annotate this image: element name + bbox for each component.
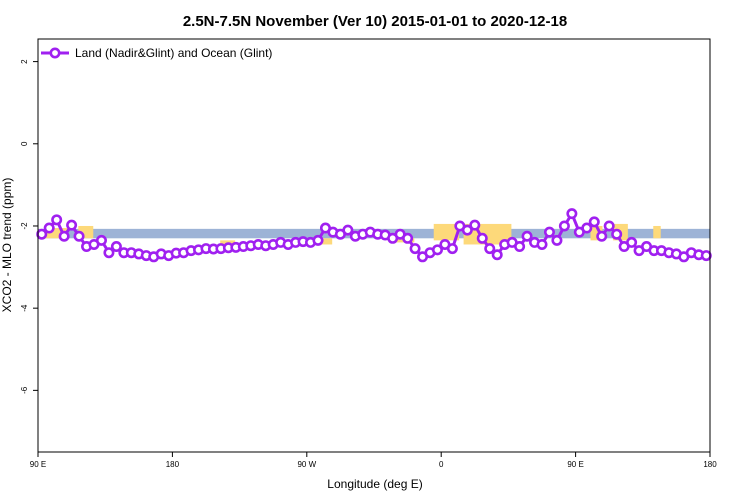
data-point (558, 220, 570, 232)
data-point (514, 241, 526, 253)
data-point (36, 228, 48, 240)
data-point (588, 216, 600, 228)
legend: Land (Nadir&Glint) and Ocean (Glint) (41, 46, 272, 60)
data-point (491, 249, 503, 261)
legend-label: Land (Nadir&Glint) and Ocean (Glint) (75, 46, 272, 60)
data-point (603, 220, 615, 232)
data-point (476, 232, 488, 244)
data-point (700, 250, 712, 262)
data-point (461, 224, 473, 236)
chart-title: 2.5N-7.5N November (Ver 10) 2015-01-01 t… (183, 13, 567, 30)
data-point (551, 234, 563, 246)
data-point (626, 236, 638, 248)
ocean-band-segment (653, 225, 661, 239)
data-point (110, 241, 122, 253)
y-tick-label: -6 (20, 386, 29, 394)
data-point (409, 243, 421, 255)
y-axis-title: XCO2 - MLO trend (ppm) (0, 178, 14, 313)
y-tick-label: -4 (20, 304, 29, 312)
ocean-band-segment (590, 225, 603, 241)
x-tick-label: 90 E (30, 460, 46, 469)
x-tick-label: 180 (703, 460, 717, 469)
plot-area-frame (37, 38, 711, 453)
series-layer (36, 208, 712, 263)
data-point (51, 214, 63, 226)
data-point (543, 226, 555, 238)
data-point (402, 232, 414, 244)
x-axis: 90 E 180 90 W 0 90 E 180 (30, 452, 717, 469)
data-point (342, 224, 354, 236)
data-point (484, 243, 496, 255)
data-point (43, 222, 55, 234)
x-tick-label: 90 E (567, 460, 583, 469)
data-point (536, 238, 548, 250)
data-point (58, 230, 70, 242)
data-point (103, 247, 115, 259)
data-point (66, 219, 78, 231)
data-point (611, 228, 623, 240)
data-point (581, 222, 593, 234)
y-axis: 2 0 -2 -4 -6 (20, 59, 38, 394)
data-point (446, 243, 458, 255)
y-tick-label: -2 (20, 222, 29, 230)
x-tick-label: 0 (439, 460, 444, 469)
x-tick-label: 90 W (297, 460, 316, 469)
data-point (73, 230, 85, 242)
data-point (566, 208, 578, 220)
data-point (521, 230, 533, 242)
x-tick-label: 180 (166, 460, 180, 469)
legend-point-marker (49, 47, 61, 59)
ocean-band-segment (433, 223, 460, 241)
ocean-band-segment (317, 238, 333, 245)
data-point (469, 219, 481, 231)
data-point (312, 234, 324, 246)
data-point (95, 234, 107, 246)
data-point (431, 244, 443, 256)
y-tick-label: 0 (20, 141, 29, 146)
y-tick-label: 2 (20, 59, 29, 64)
data-point (596, 230, 608, 242)
ocean-band-segment (45, 228, 68, 239)
x-axis-title: Longitude (deg E) (327, 477, 422, 491)
